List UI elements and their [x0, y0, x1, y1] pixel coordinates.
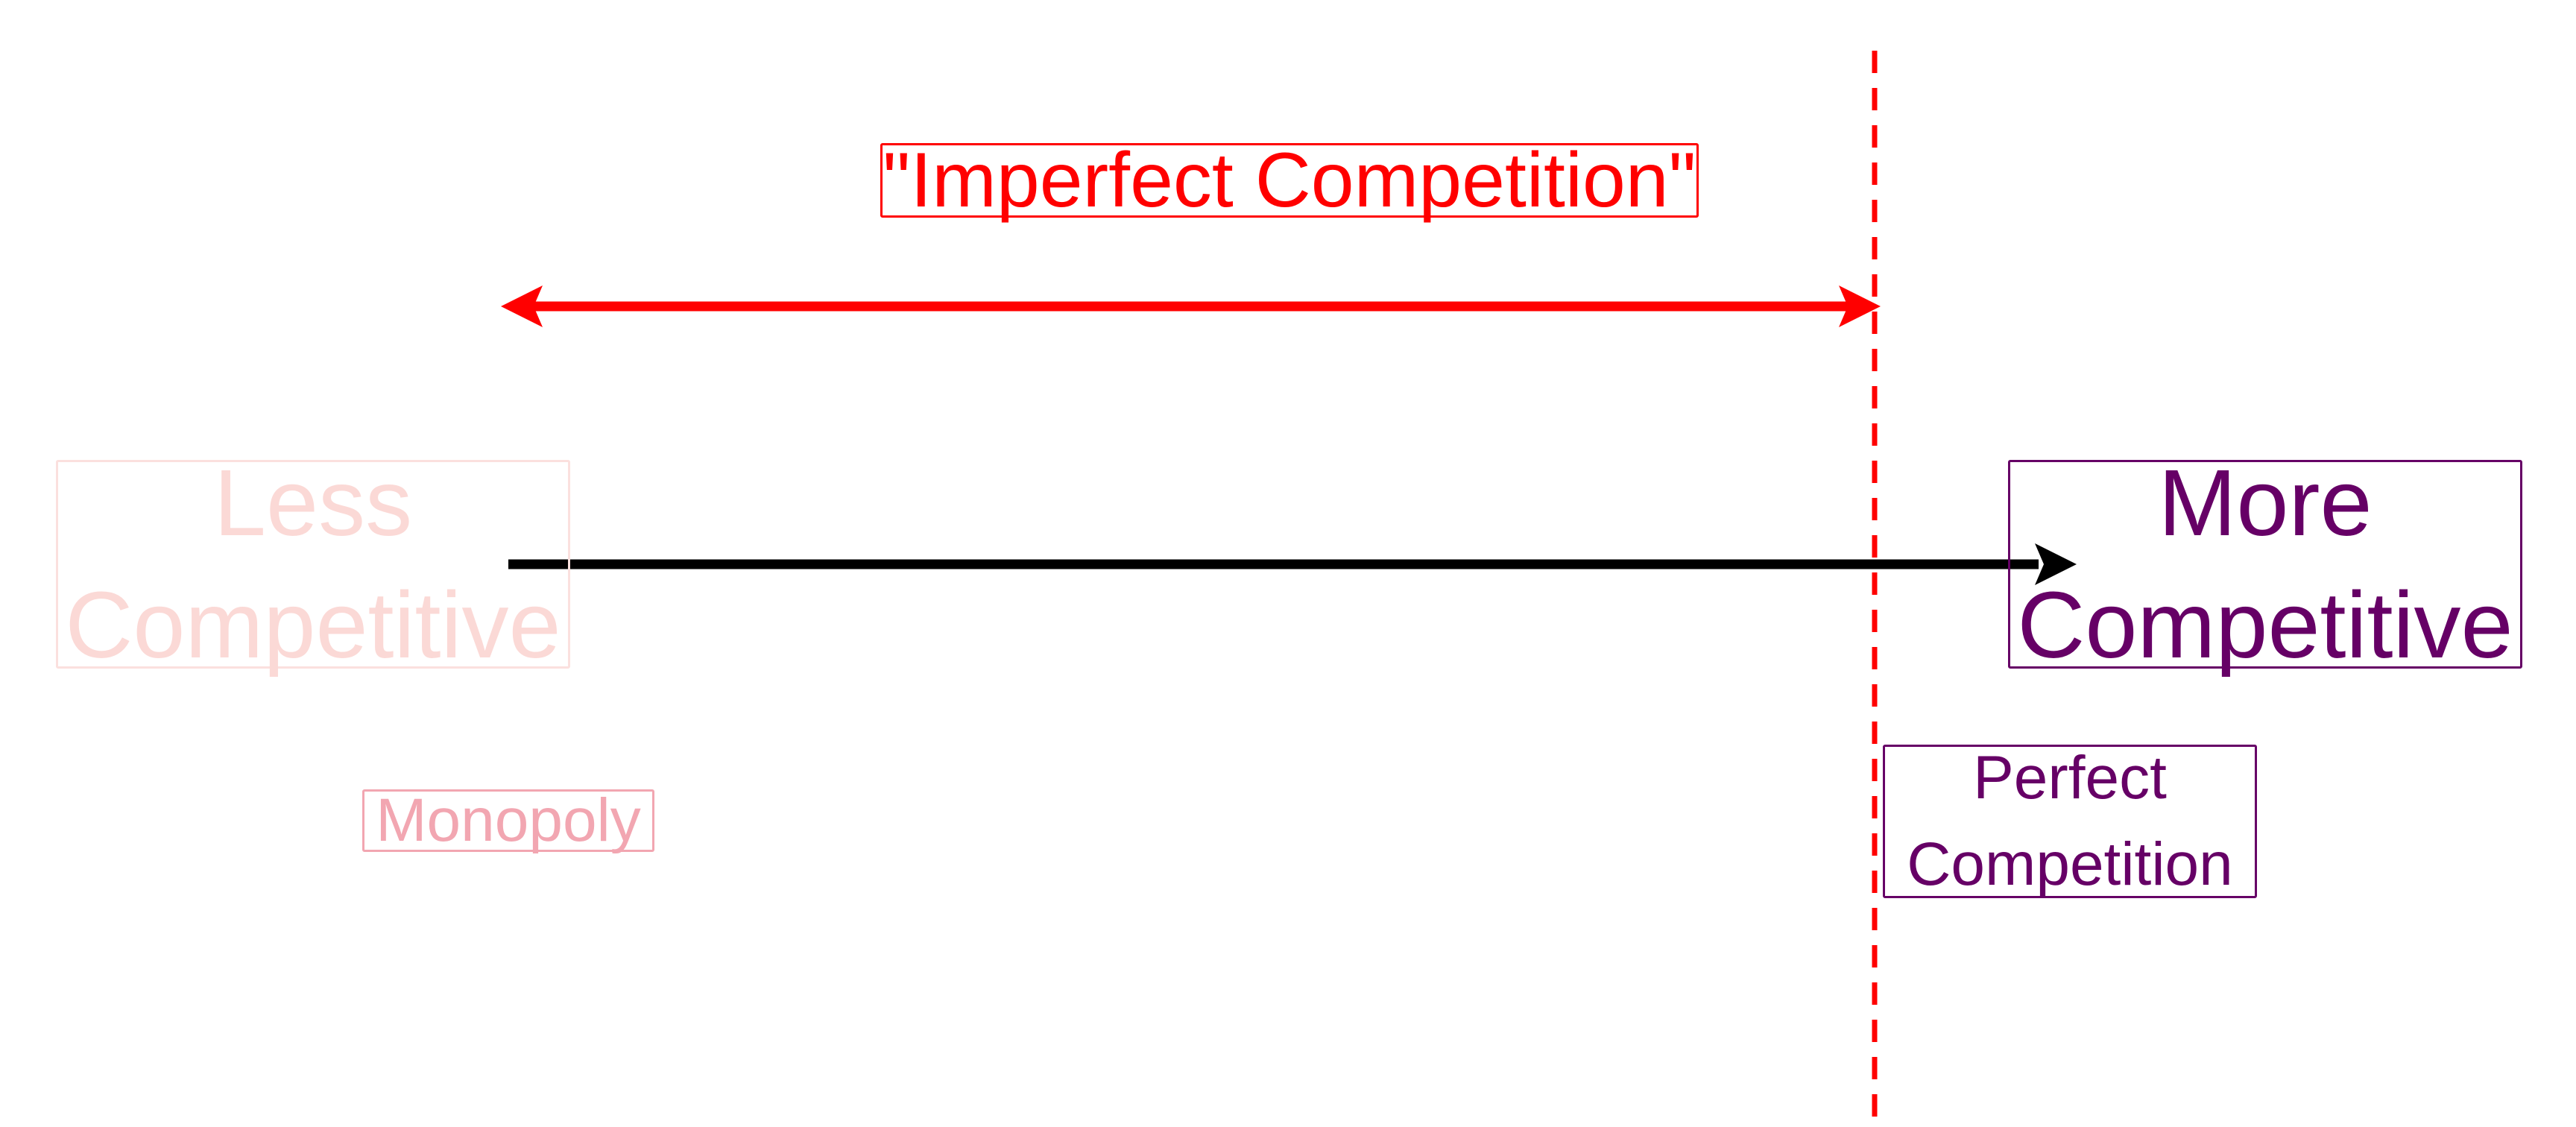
- perfect-competition-line1: Perfect: [1973, 744, 2167, 812]
- competition-arrowhead: [2035, 543, 2077, 585]
- monopoly-label: Monopoly: [362, 789, 654, 852]
- more-competitive-line2: Competitive: [2017, 572, 2513, 678]
- imperfect-competition-text: "Imperfect Competition": [883, 137, 1696, 224]
- more-competitive-line1: More: [2158, 450, 2373, 555]
- imperfect-arrowhead-left: [501, 285, 543, 327]
- imperfect-arrowhead-right: [1839, 285, 1881, 327]
- perfect-competition-label: Perfect Competition: [1883, 745, 2257, 898]
- perfect-competition-line2: Competition: [1907, 830, 2233, 898]
- less-competitive-label: Less Competitive: [56, 456, 570, 678]
- less-competitive-line2: Competitive: [65, 572, 561, 678]
- less-competitive-line1: Less: [213, 450, 413, 555]
- imperfect-competition-label: "Imperfect Competition": [880, 137, 1699, 224]
- imperfect-competition-arrow: [501, 285, 1881, 327]
- more-competitive-label: More Competitive: [2008, 456, 2522, 678]
- monopoly-text: Monopoly: [376, 786, 641, 854]
- competition-scale-arrow: [508, 543, 2077, 585]
